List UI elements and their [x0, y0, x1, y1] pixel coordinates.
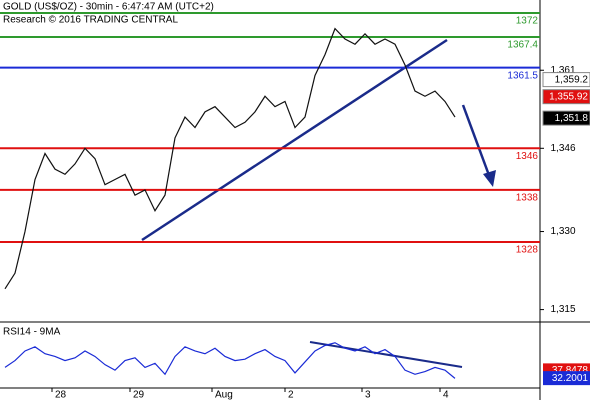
price-tag — [542, 72, 590, 88]
value-tag — [543, 371, 590, 386]
x-tick-label: 29 — [133, 390, 145, 400]
level-label: 1361.5 — [507, 70, 538, 81]
price-tag — [542, 89, 590, 105]
price-tag-label: 1,359.2 — [555, 74, 589, 85]
level-label: 1367.4 — [507, 40, 538, 51]
trendline — [141, 38, 448, 242]
value-tag-label: 32.2001 — [552, 373, 589, 384]
chart-subtitle: Research © 2016 TRADING CENTRAL — [3, 15, 178, 26]
value-tag-label: 37.8478 — [552, 365, 589, 376]
level-label: 1346 — [516, 151, 539, 162]
arrow-head — [483, 170, 496, 187]
x-tick-label: Aug — [215, 390, 233, 400]
x-tick-label: 28 — [55, 390, 67, 400]
level-label: 1328 — [516, 245, 539, 256]
y-tick-label: 1,361 — [550, 65, 575, 76]
x-tick-label: 2 — [288, 390, 294, 400]
y-tick-label: 1,315 — [550, 304, 575, 315]
level-label: 1338 — [516, 193, 539, 204]
price-tag-label: 1,355.92 — [549, 91, 588, 102]
price-tag — [542, 110, 590, 126]
divergence-line — [309, 341, 463, 368]
x-tick-label: 3 — [365, 390, 371, 400]
arrow — [461, 104, 492, 179]
panel-title: RSI14 - 9MA — [3, 327, 61, 338]
price-line — [4, 342, 456, 379]
price-tag-label: 1,351.8 — [555, 113, 589, 124]
x-tick-label: 4 — [443, 390, 449, 400]
chart-title: GOLD (US$/OZ) - 30min - 6:47:47 AM (UTC+… — [3, 2, 214, 13]
price-line — [4, 27, 456, 290]
level-label: 1372 — [516, 16, 539, 27]
y-tick-label: 1,330 — [550, 226, 575, 237]
y-tick-label: 1,346 — [550, 143, 575, 154]
